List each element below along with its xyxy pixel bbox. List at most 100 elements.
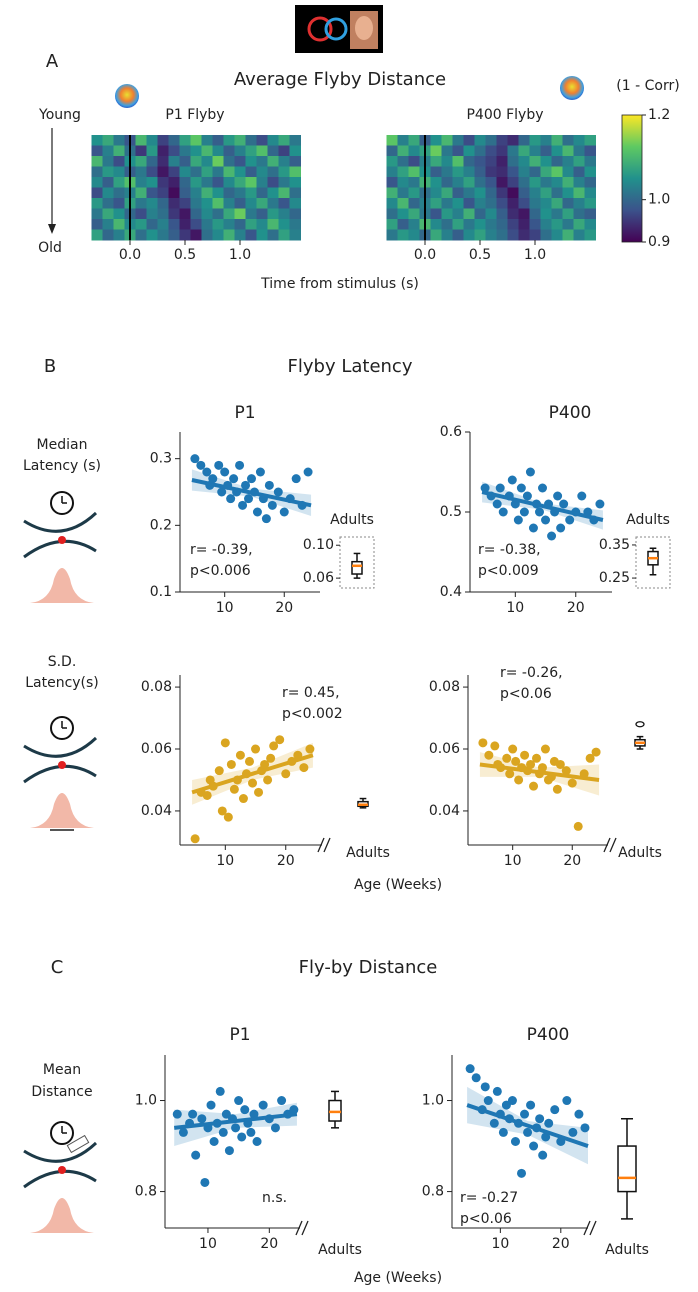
data-point — [484, 750, 494, 760]
data-point — [254, 787, 264, 797]
heat-cell — [267, 208, 279, 220]
heat-cell — [135, 219, 147, 230]
axis-break — [603, 837, 611, 853]
axis-break — [609, 837, 617, 853]
heat-cell — [190, 208, 202, 220]
data-point — [261, 514, 271, 524]
heat-cell — [507, 229, 519, 241]
heat-cell — [289, 208, 301, 220]
heat-cell — [168, 156, 180, 167]
data-point — [538, 483, 548, 493]
heat-cell — [573, 219, 585, 230]
data-point — [507, 475, 517, 485]
data-point — [263, 775, 273, 785]
heat-cell — [289, 145, 301, 157]
panel-title: P400 — [527, 1025, 570, 1045]
heat-cell — [529, 166, 541, 178]
heat-cell — [474, 156, 486, 167]
data-point — [220, 738, 230, 748]
inset-frame — [635, 536, 671, 589]
heat-cell — [463, 229, 475, 241]
heat-cell — [245, 166, 257, 178]
heat-cell — [278, 156, 290, 167]
data-point — [526, 759, 536, 769]
panel-letter: B — [44, 356, 56, 377]
heat-cell — [397, 187, 409, 199]
heat-cell — [223, 177, 235, 188]
heat-cell — [146, 229, 158, 241]
heat-cell — [386, 177, 398, 188]
heat-cell — [408, 177, 420, 188]
heat-cell — [463, 145, 475, 157]
data-point — [190, 454, 200, 464]
heat-cell — [245, 198, 257, 209]
heat-cell — [496, 135, 508, 146]
heat-cell — [397, 198, 409, 209]
heat-cell — [540, 166, 552, 178]
heat-cell — [584, 177, 596, 188]
axis-break — [583, 1220, 591, 1236]
heat-cell — [408, 208, 420, 220]
data-point — [226, 759, 236, 769]
stat-annotation: r= 0.45, — [282, 685, 340, 701]
heat-cell — [289, 166, 301, 178]
data-point — [273, 487, 283, 497]
heat-cell — [485, 198, 497, 209]
box — [617, 1145, 637, 1193]
heat-cell — [397, 229, 409, 241]
heat-cell — [496, 187, 508, 199]
data-point — [237, 1132, 247, 1142]
heat-cell — [452, 135, 464, 146]
data-point — [251, 744, 261, 754]
heat-cell — [190, 229, 202, 241]
heat-cell — [102, 166, 114, 178]
heat-cell — [157, 208, 169, 220]
heat-cell — [256, 229, 268, 241]
row-label: Young — [38, 107, 81, 123]
heat-cell — [179, 198, 191, 209]
heat-cell — [485, 135, 497, 146]
heat-cell — [190, 219, 202, 230]
heat-cell — [584, 145, 596, 157]
data-point — [511, 756, 521, 766]
heat-cell — [485, 208, 497, 220]
y-tick-label: 1.0 — [422, 1093, 444, 1109]
data-point — [490, 741, 500, 751]
heat-cell — [234, 135, 246, 146]
heat-cell — [562, 219, 574, 230]
heat-cell — [91, 156, 103, 167]
heat-cell — [201, 187, 213, 199]
data-point — [200, 1177, 210, 1187]
heat-cell — [408, 156, 420, 167]
heat-cell — [496, 198, 508, 209]
colorbar-tick-label: 1.2 — [648, 107, 670, 123]
data-point — [532, 753, 542, 763]
heat-cell — [496, 208, 508, 220]
heat-cell — [168, 219, 180, 230]
heat-cell — [234, 229, 246, 241]
data-point — [223, 812, 233, 822]
heat-cell — [562, 229, 574, 241]
heat-cell — [179, 156, 191, 167]
data-point — [595, 499, 605, 509]
data-point — [255, 467, 265, 477]
heat-cell — [540, 208, 552, 220]
heat-cell — [562, 156, 574, 167]
data-point — [520, 750, 530, 760]
heat-cell — [113, 187, 125, 199]
heat-cell — [212, 208, 224, 220]
colorbar — [621, 114, 643, 243]
heat-cell — [397, 219, 409, 230]
heat-cell — [551, 177, 563, 188]
data-point — [498, 507, 508, 517]
heat-cell — [529, 198, 541, 209]
data-point — [574, 1109, 584, 1119]
heat-cell — [146, 208, 158, 220]
heat-cell — [507, 166, 519, 178]
heat-cell — [397, 145, 409, 157]
heat-cell — [91, 187, 103, 199]
heat-cell — [573, 145, 585, 157]
data-point — [267, 500, 277, 510]
x-tick-label: 10 — [504, 853, 522, 869]
